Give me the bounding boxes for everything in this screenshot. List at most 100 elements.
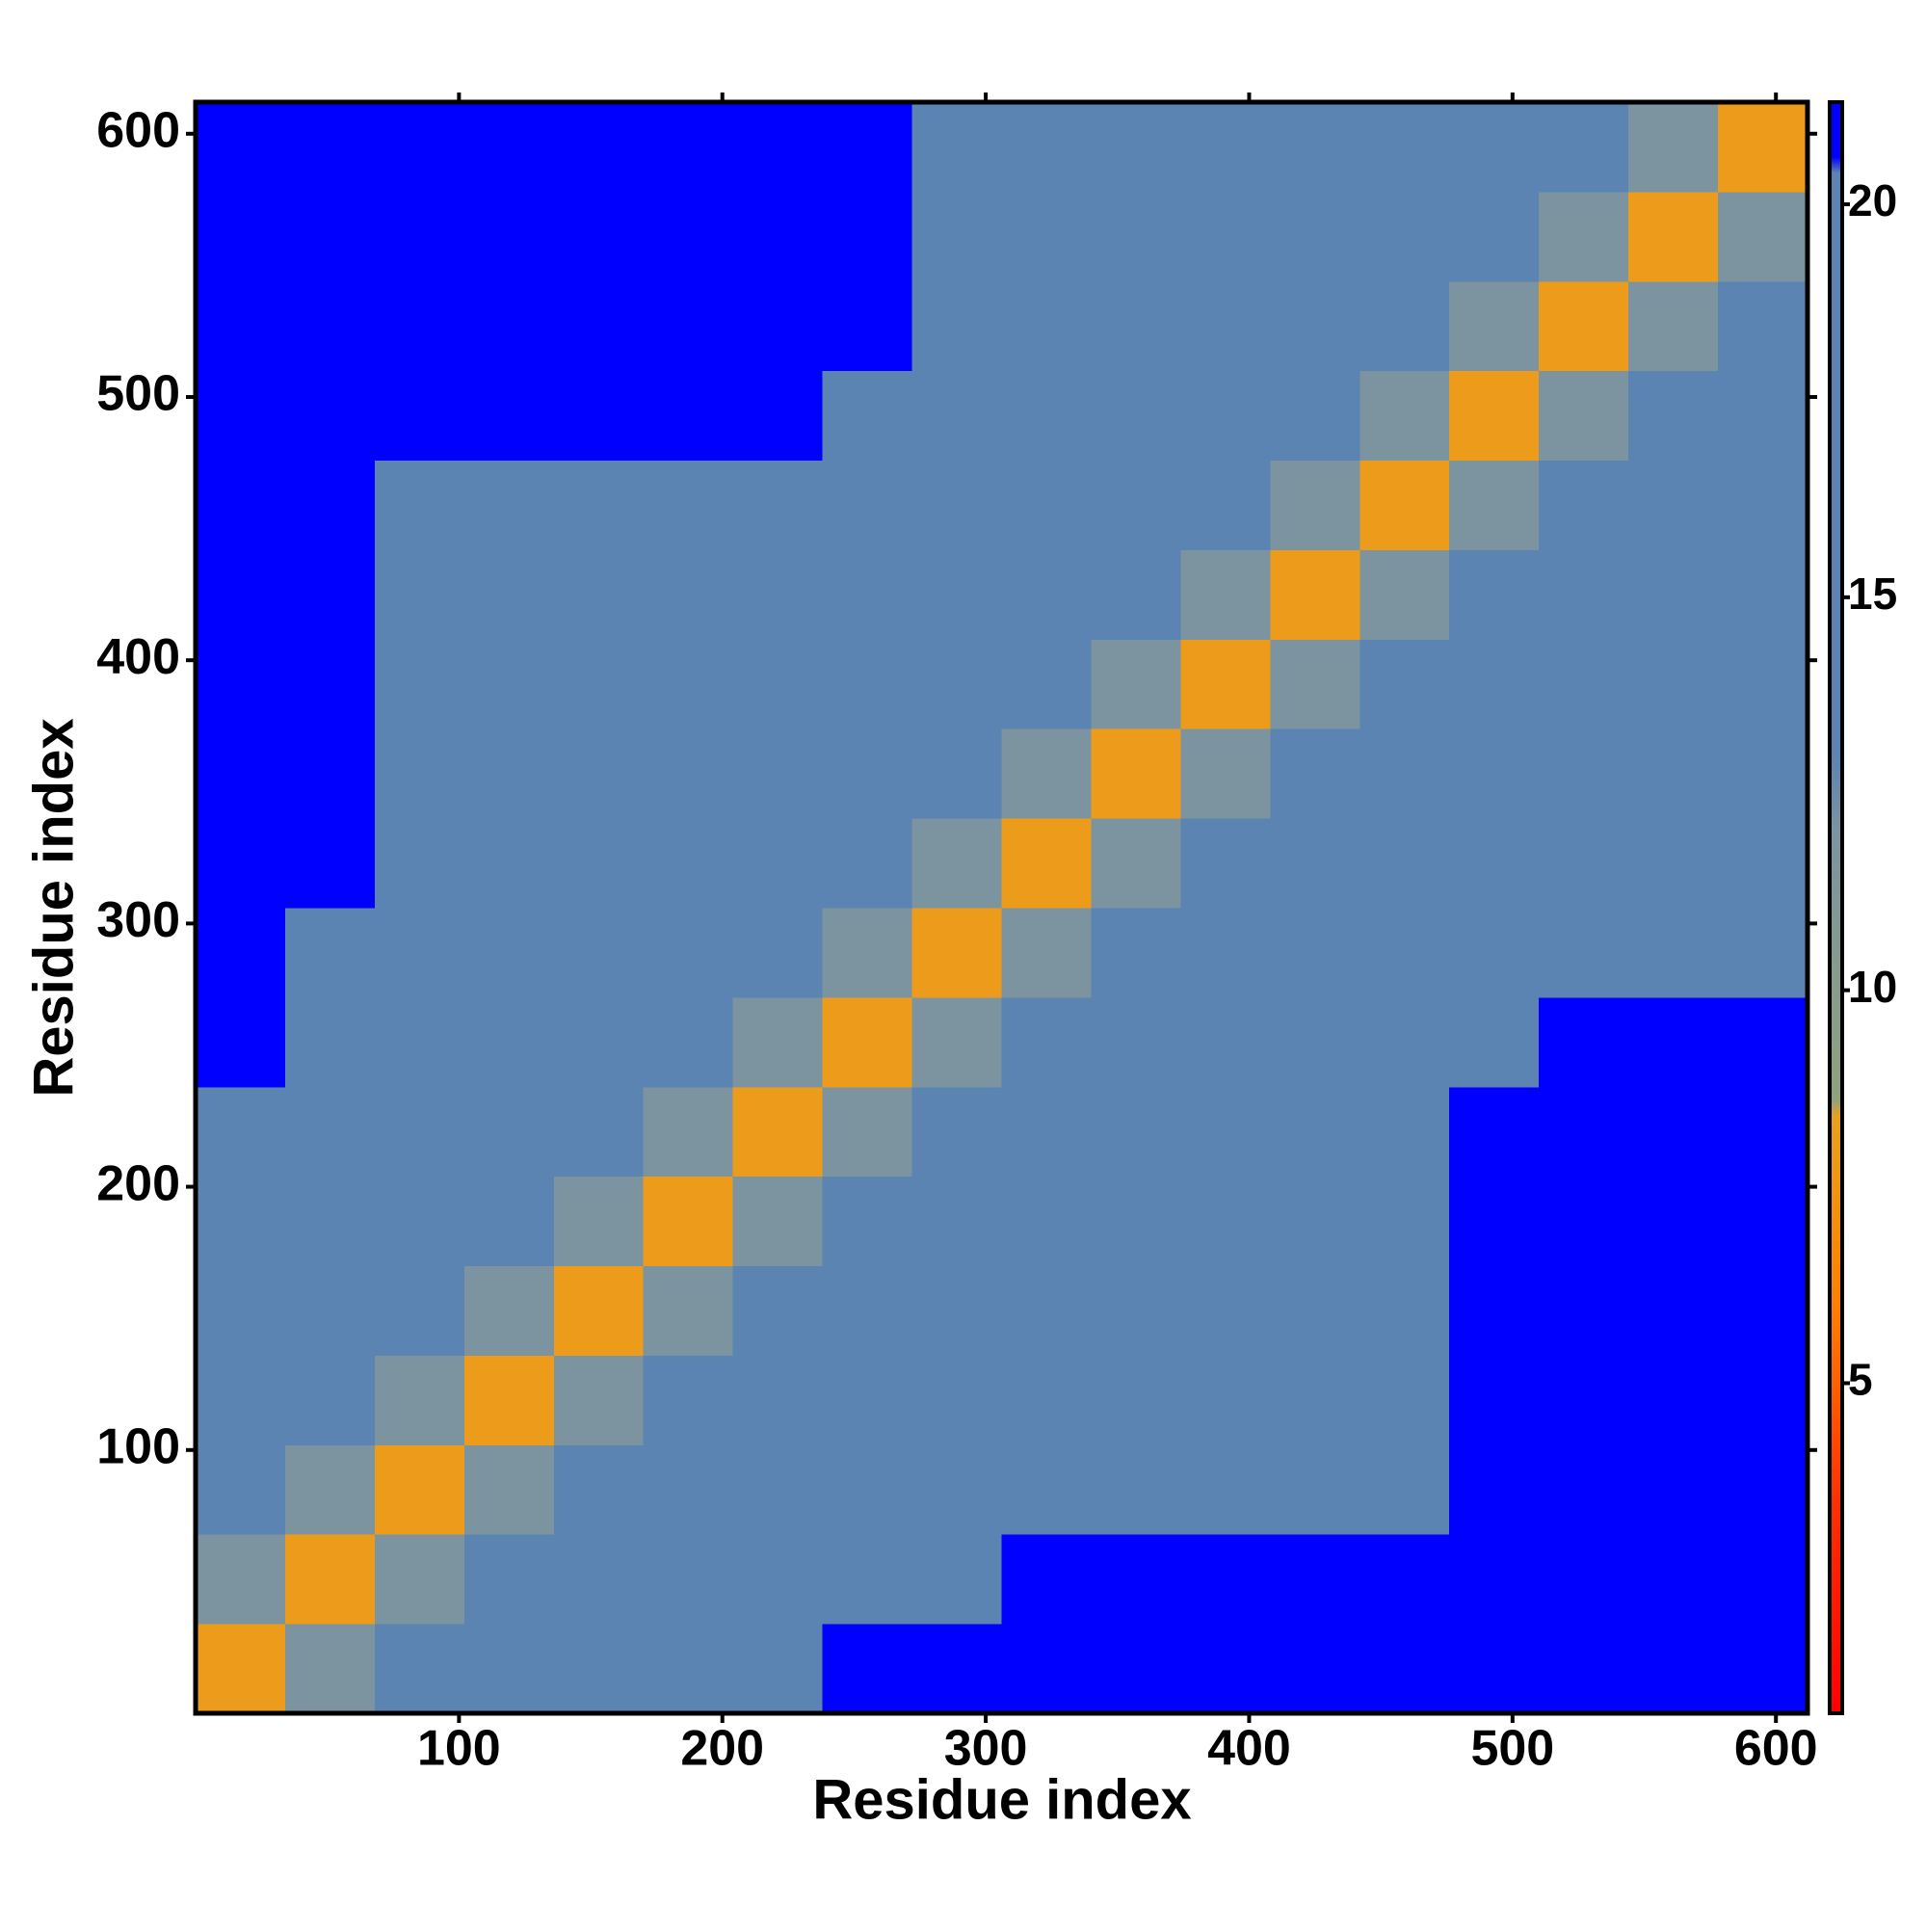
heatmap-cell: [1180, 996, 1271, 1088]
heatmap-cell: [284, 191, 376, 282]
heatmap-cell: [1359, 280, 1450, 372]
heatmap-cell: [1539, 191, 1629, 282]
heatmap-cell: [1449, 908, 1540, 998]
heatmap-cell: [1628, 639, 1719, 729]
heatmap-cell: [196, 1444, 286, 1535]
heatmap-cell: [196, 370, 286, 462]
heatmap-cell: [732, 1624, 824, 1714]
heatmap-cell: [1270, 1534, 1360, 1625]
heatmap-cell: [1539, 818, 1629, 909]
y-tick-label: 500: [96, 366, 180, 422]
heatmap-cell: [1359, 639, 1450, 729]
heatmap-cell: [1718, 639, 1808, 729]
heatmap-cell: [911, 460, 1002, 550]
heatmap-cell: [643, 996, 734, 1088]
heatmap-cell: [1718, 728, 1808, 819]
heatmap-cell: [822, 370, 913, 462]
heatmap-cell: [643, 818, 734, 909]
heatmap-cell: [911, 1444, 1002, 1535]
heatmap-cell: [374, 996, 465, 1088]
heatmap-cell: [1180, 818, 1271, 909]
heatmap-cell: [911, 639, 1002, 729]
heatmap-cell: [1359, 1624, 1450, 1714]
heatmap-cell: [553, 549, 645, 640]
heatmap-cell: [284, 280, 376, 372]
heatmap-cell: [1180, 1624, 1271, 1714]
y-tick-label: 600: [96, 103, 180, 159]
heatmap-cell: [374, 1534, 465, 1625]
heatmap-cell: [643, 102, 734, 193]
heatmap-cell: [1091, 1624, 1181, 1714]
heatmap-cell: [1001, 908, 1092, 998]
heatmap-cell: [1539, 996, 1629, 1088]
heatmap-cell: [374, 102, 465, 193]
heatmap-cell: [1001, 639, 1092, 729]
heatmap-cell: [553, 102, 645, 193]
heatmap-cell: [911, 1265, 1002, 1356]
heatmap-cell: [1270, 1265, 1360, 1356]
heatmap-cell: [911, 996, 1002, 1088]
heatmap-cell: [1449, 1086, 1540, 1178]
heatmap-cell: [1539, 549, 1629, 640]
heatmap-cell: [196, 1265, 286, 1356]
heatmap-cell: [1270, 460, 1360, 550]
heatmap-cell: [1180, 1086, 1271, 1178]
heatmap-cell: [463, 1355, 555, 1445]
heatmap-cell: [1449, 280, 1540, 372]
heatmap-cell: [1449, 1265, 1540, 1356]
heatmap-cell: [732, 908, 824, 998]
heatmap-cell: [911, 370, 1002, 462]
heatmap-cell: [643, 639, 734, 729]
heatmap-cell: [374, 1176, 465, 1267]
heatmap-cell: [1091, 549, 1181, 640]
heatmap-cell: [1091, 1176, 1181, 1267]
heatmap-cell: [1449, 549, 1540, 640]
heatmap-cell: [1628, 996, 1719, 1088]
heatmap-cell: [1270, 818, 1360, 909]
heatmap-cell: [1270, 549, 1360, 640]
heatmap-cell: [196, 1534, 286, 1625]
heatmap-cell: [1718, 1444, 1808, 1535]
heatmap-cell: [1718, 1624, 1808, 1714]
heatmap-cell: [196, 460, 286, 550]
heatmap-cell: [822, 728, 913, 819]
heatmap-cell: [1539, 460, 1629, 550]
heatmap-cell: [1180, 1534, 1271, 1625]
heatmap-cell: [822, 1176, 913, 1267]
heatmap-cell: [463, 460, 555, 550]
heatmap-cell: [1270, 908, 1360, 998]
heatmap-cell: [1091, 639, 1181, 729]
heatmap-cell: [1270, 728, 1360, 819]
heatmap-cell: [1718, 818, 1808, 909]
heatmap-cell: [463, 728, 555, 819]
heatmap-cell: [643, 908, 734, 998]
heatmap-cell: [553, 818, 645, 909]
colorbar-tick-label: 10: [1848, 962, 1897, 1012]
heatmap-cell: [822, 1355, 913, 1445]
heatmap-cell: [463, 818, 555, 909]
heatmap-cell: [284, 460, 376, 550]
heatmap-cell: [1718, 1355, 1808, 1445]
heatmap-cell: [911, 818, 1002, 909]
heatmap-cell: [1539, 1176, 1629, 1267]
heatmap-cell: [1539, 280, 1629, 372]
heatmap-cell: [643, 728, 734, 819]
heatmap-cell: [374, 191, 465, 282]
heatmap-cell: [284, 728, 376, 819]
heatmap-cell: [1270, 996, 1360, 1088]
heatmap-cell: [1359, 996, 1450, 1088]
heatmap-cell: [196, 639, 286, 729]
heatmap-cell: [1718, 460, 1808, 550]
heatmap-cell: [1449, 728, 1540, 819]
heatmap-cell: [553, 728, 645, 819]
heatmap-cell: [1180, 1355, 1271, 1445]
heatmap-cell: [553, 370, 645, 462]
heatmap-cell: [553, 1534, 645, 1625]
heatmap-cell: [1091, 280, 1181, 372]
heatmap-cell: [1270, 1086, 1360, 1178]
heatmap-cell: [553, 460, 645, 550]
heatmap-cell: [1539, 102, 1629, 193]
heatmap-cell: [643, 1086, 734, 1178]
heatmap-cell: [643, 1265, 734, 1356]
heatmap-cell: [1359, 102, 1450, 193]
